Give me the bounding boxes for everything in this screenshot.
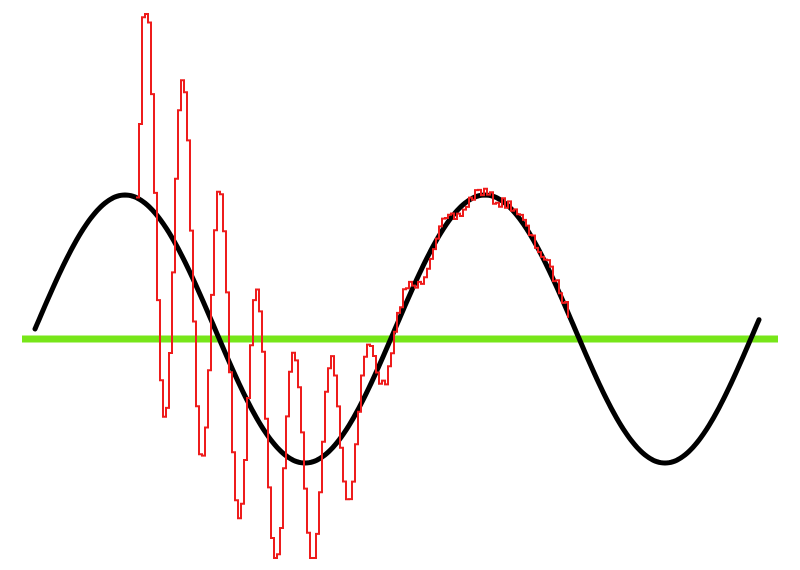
- noisy-signal: [136, 13, 569, 559]
